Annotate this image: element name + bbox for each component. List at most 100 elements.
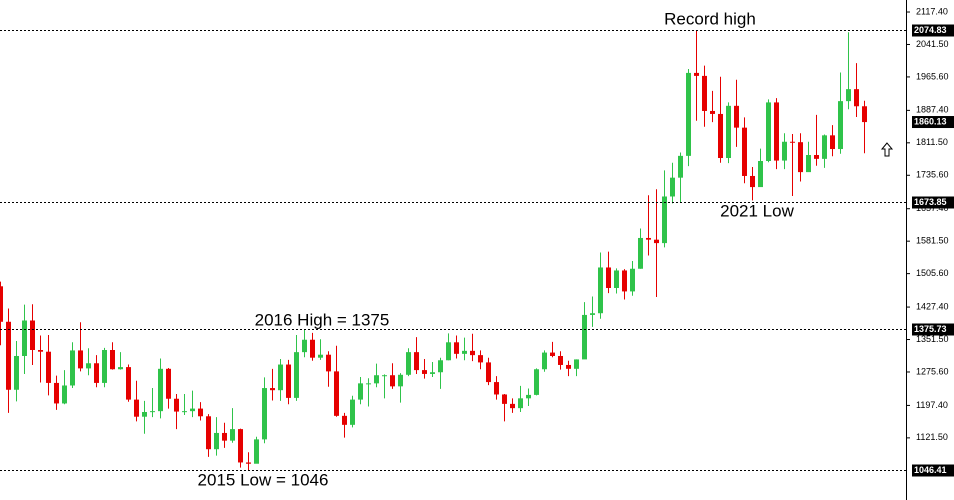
candle-body	[670, 177, 675, 197]
candle-body	[110, 350, 115, 370]
candle-body	[814, 155, 819, 159]
candle-body	[638, 237, 643, 269]
y-tick-label: 1505.60	[916, 268, 949, 278]
candle-body	[422, 370, 427, 374]
candle-body	[798, 142, 803, 173]
candle-body	[38, 350, 43, 352]
candle-body	[222, 432, 227, 441]
candle-body	[598, 267, 603, 314]
candle-body	[430, 372, 435, 374]
candle-body	[310, 339, 315, 358]
candle-body	[854, 89, 859, 107]
candle-body	[86, 363, 91, 369]
annotation: 2021 Low	[720, 201, 794, 220]
candle-body	[6, 321, 11, 390]
y-tick-label: 1351.50	[916, 334, 949, 344]
candle-body	[806, 155, 811, 173]
level-label-box	[912, 24, 954, 37]
y-tick-label: 1197.40	[916, 400, 948, 410]
candle-body	[166, 368, 171, 399]
current-price-label: 1860.13	[914, 116, 947, 126]
candle-body	[206, 416, 211, 450]
candle-body	[838, 101, 843, 150]
candle-body	[758, 160, 763, 188]
candle-body	[270, 388, 275, 391]
y-tick-label: 2117.40	[916, 6, 948, 16]
candle-body	[550, 352, 555, 356]
candle-body	[94, 363, 99, 383]
candle-body	[158, 368, 163, 412]
candle-body	[294, 352, 299, 398]
candle-body	[606, 267, 611, 288]
candle-body	[710, 110, 715, 114]
candle-body	[382, 375, 387, 377]
candle-body	[438, 360, 443, 373]
annotation: 2016 High = 1375	[255, 310, 390, 329]
candle-body	[22, 320, 27, 356]
candle-body	[278, 364, 283, 391]
level-label: 1673.85	[914, 197, 947, 207]
candle-body	[790, 141, 795, 143]
candle-body	[462, 350, 467, 354]
candle-body	[726, 105, 731, 159]
candle-body	[118, 367, 123, 370]
candle-body	[126, 367, 131, 400]
candle-body	[862, 106, 867, 123]
y-tick-label: 1811.50	[916, 137, 948, 147]
candle-body	[566, 364, 571, 369]
level-label: 2074.83	[914, 25, 947, 35]
candle-body	[78, 350, 83, 369]
y-tick-label: 1427.40	[916, 301, 949, 311]
candle-body	[406, 352, 411, 375]
candle-body	[830, 135, 835, 150]
candle-body	[350, 399, 355, 425]
candle-body	[470, 350, 475, 356]
candle-body	[0, 286, 3, 322]
candle-body	[774, 102, 779, 161]
candle-body	[102, 350, 107, 383]
candle-body	[326, 354, 331, 372]
candle-body	[702, 75, 707, 111]
level-label-box	[912, 464, 954, 477]
candle-body	[358, 383, 363, 400]
current-price-box	[912, 116, 954, 129]
candle-body	[630, 268, 635, 292]
candle-body	[654, 239, 659, 244]
level-label: 1046.41	[914, 465, 947, 475]
candle-body	[398, 374, 403, 387]
candle-body	[502, 394, 507, 404]
candle-body	[526, 394, 531, 399]
candle-body	[718, 113, 723, 159]
y-tick-label: 1275.60	[916, 366, 949, 376]
candle-body	[534, 369, 539, 395]
candles	[0, 30, 867, 471]
candle-body	[230, 429, 235, 441]
candle-body	[734, 105, 739, 128]
y-tick-label: 2041.50	[916, 39, 949, 49]
candle-body	[374, 375, 379, 384]
candle-body	[150, 411, 155, 413]
candle-body	[334, 371, 339, 416]
level-label-box	[912, 323, 954, 336]
y-tick-label: 1581.50	[916, 236, 949, 246]
candle-body	[254, 439, 259, 464]
candle-body	[622, 270, 627, 292]
candle-body	[54, 382, 59, 404]
candle-body	[262, 388, 267, 440]
candle-body	[614, 270, 619, 288]
candle-body	[286, 364, 291, 398]
candle-body	[590, 313, 595, 315]
y-tick-label: 1121.50	[916, 432, 948, 442]
arrow-icon	[880, 142, 894, 157]
candle-body	[214, 432, 219, 450]
candle-body	[198, 408, 203, 417]
candle-body	[446, 342, 451, 361]
candle-body	[342, 415, 347, 425]
level-label: 1375.73	[914, 324, 947, 334]
y-tick-label: 1887.40	[916, 105, 949, 115]
candle-body	[246, 462, 251, 464]
candle-body	[190, 408, 195, 412]
candle-body	[686, 72, 691, 156]
